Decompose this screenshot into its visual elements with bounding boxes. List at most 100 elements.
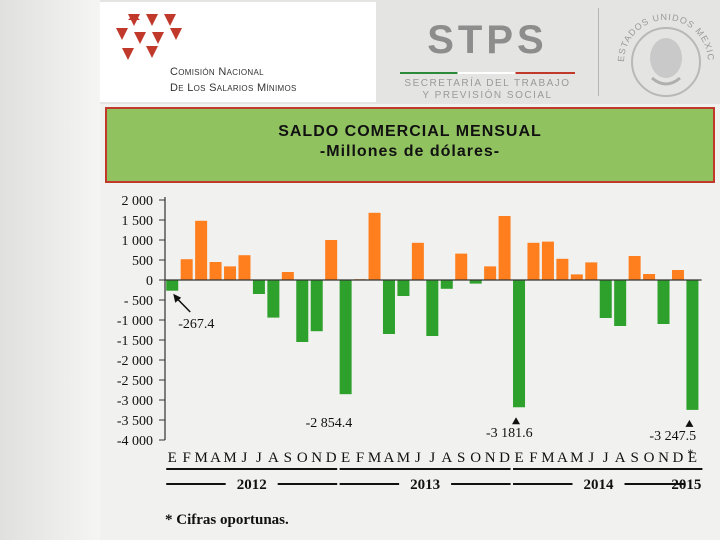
y-tick-label: 2 000 <box>122 194 154 209</box>
year-label: 2015 <box>671 477 701 493</box>
month-label: F <box>356 450 364 466</box>
bar <box>195 220 208 280</box>
bar <box>686 280 699 410</box>
bar <box>498 216 511 280</box>
y-tick-label: -1 000 <box>117 314 153 329</box>
month-label: M <box>194 450 207 466</box>
month-label: M <box>223 450 236 466</box>
month-label: J <box>256 450 262 466</box>
bar <box>599 280 612 318</box>
bar <box>657 280 670 324</box>
bar <box>180 259 193 280</box>
annotation-label: -3 181.6 <box>486 426 533 441</box>
month-label: O <box>470 450 481 466</box>
y-tick-label: -2 000 <box>117 354 153 369</box>
month-label: J <box>415 450 421 466</box>
bar <box>397 280 410 296</box>
annotation-arrowhead <box>512 417 521 425</box>
y-tick-label: 1 000 <box>122 234 154 249</box>
bar <box>166 280 179 291</box>
bar <box>426 280 439 336</box>
annotation-label: -267.4 <box>178 317 214 332</box>
stps-logo: STPS SECRETARÍA DEL TRABAJO Y PREVISIÓN … <box>380 2 595 102</box>
month-label: F <box>183 450 191 466</box>
bar <box>570 274 583 280</box>
stps-color-rule <box>400 72 575 74</box>
y-tick-label: - 500 <box>124 294 153 309</box>
bar <box>455 253 468 280</box>
bar <box>614 280 627 326</box>
bar <box>310 280 323 332</box>
org-name-line1: Comisión Nacional <box>170 66 264 78</box>
month-label: J <box>242 450 248 466</box>
cnsm-emblem-icon <box>116 14 182 60</box>
bar <box>585 262 598 280</box>
year-label: 2013 <box>410 477 440 493</box>
header-divider <box>598 8 599 96</box>
bar <box>469 280 482 284</box>
bar <box>368 212 381 280</box>
y-tick-label: -1 500 <box>117 334 153 349</box>
month-label: E <box>688 450 697 466</box>
bar <box>325 240 338 280</box>
y-tick-label: -4 000 <box>117 434 153 449</box>
bar <box>541 241 554 280</box>
annotation-arrowhead <box>685 419 694 427</box>
stps-subtitle-line2: Y PREVISIÓN SOCIAL <box>422 90 553 101</box>
month-label: A <box>210 450 221 466</box>
bar <box>339 280 352 395</box>
bar <box>440 280 453 289</box>
month-label: J <box>429 450 435 466</box>
y-tick-label: 0 <box>146 274 153 289</box>
year-label: 2014 <box>584 477 615 493</box>
y-tick-label: 500 <box>132 254 153 269</box>
y-tick-label: -2 500 <box>117 374 153 389</box>
y-tick-label: 1 500 <box>122 214 154 229</box>
bar <box>267 280 280 318</box>
month-label: D <box>326 450 337 466</box>
bar <box>296 280 309 342</box>
month-label: M <box>541 450 554 466</box>
month-label: O <box>297 450 308 466</box>
month-label: A <box>384 450 395 466</box>
bar <box>671 270 684 280</box>
month-label: D <box>499 450 510 466</box>
bar <box>628 256 641 280</box>
month-label: E <box>341 450 350 466</box>
year-label: 2012 <box>237 477 267 493</box>
chart-subtitle: -Millones de dólares- <box>319 143 501 160</box>
month-label: M <box>397 450 410 466</box>
trade-balance-chart: 2 000 1 500 1 000 500 0 - 500 -1 000 -1 500 -2 0… <box>117 194 703 493</box>
month-label: A <box>268 450 279 466</box>
bar <box>209 262 222 280</box>
bar <box>527 242 540 280</box>
chart-title-box: SALDO COMERCIAL MENSUAL -Millones de dól… <box>105 107 715 183</box>
chart-title: SALDO COMERCIAL MENSUAL <box>278 123 542 140</box>
stps-subtitle: SECRETARÍA DEL TRABAJO Y PREVISIÓN SOCIA… <box>380 78 595 102</box>
month-label: N <box>658 450 669 466</box>
bar <box>224 266 237 280</box>
month-label: F <box>529 450 537 466</box>
bar <box>411 242 424 280</box>
annotation-arrowhead <box>173 293 182 303</box>
preliminary-star: * <box>687 446 693 460</box>
stps-subtitle-line1: SECRETARÍA DEL TRABAJO <box>404 78 571 89</box>
bar <box>513 280 526 408</box>
annotation-label: -3 247.5 <box>649 429 696 444</box>
month-label: M <box>368 450 381 466</box>
bar <box>643 274 656 280</box>
bar <box>556 258 569 280</box>
month-label: S <box>630 450 638 466</box>
month-label: S <box>457 450 465 466</box>
month-label: A <box>441 450 452 466</box>
month-label: J <box>588 450 594 466</box>
bar <box>252 280 265 294</box>
month-label: A <box>557 450 568 466</box>
month-label: M <box>570 450 583 466</box>
cnsm-logo: Comisión Nacional De Los Salarios Mínimo… <box>100 2 376 102</box>
org-name: Comisión Nacional De Los Salarios Mínimo… <box>170 64 297 96</box>
national-seal-icon: ESTADOS UNIDOS MEXICANOS <box>608 0 715 97</box>
month-label: J <box>603 450 609 466</box>
bar <box>382 280 395 334</box>
bar <box>281 272 294 280</box>
